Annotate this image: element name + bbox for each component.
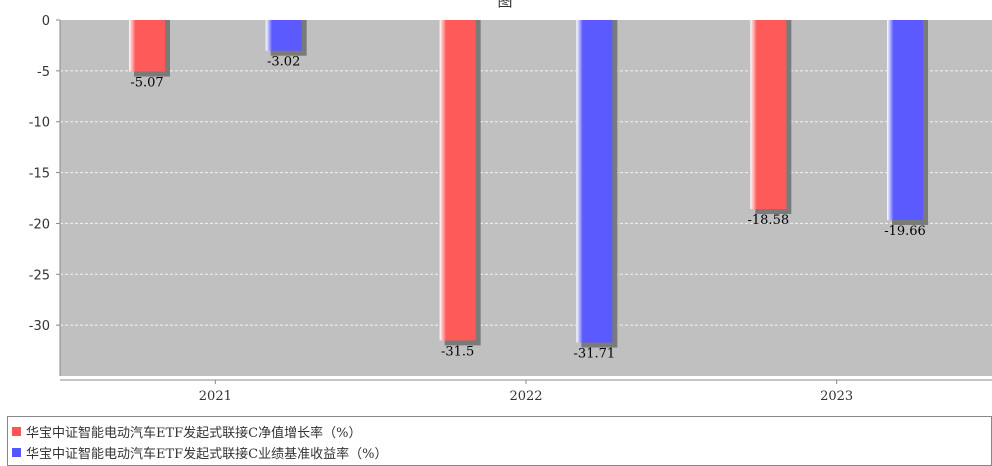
- y-tick-label: -10: [29, 116, 50, 131]
- bar: [265, 20, 302, 51]
- bar-value-label: -3.02: [267, 55, 300, 70]
- y-tick-label: -5: [37, 65, 50, 80]
- bar: [439, 20, 476, 341]
- legend-swatch-red: [12, 426, 21, 436]
- bar-value-label: -19.66: [884, 224, 926, 239]
- bar-value-label: -5.07: [130, 76, 163, 91]
- y-tick-label: 0: [42, 14, 50, 29]
- x-tick-label: 2023: [820, 389, 853, 404]
- legend-label: 华宝中证智能电动汽车ETF发起式联接C业绩基准收益率（%）: [26, 446, 388, 462]
- grid-lines: [60, 70, 992, 326]
- x-tick-label: 2021: [199, 389, 232, 404]
- x-tick-label: 2022: [509, 389, 542, 404]
- chart-title: 图: [497, 0, 512, 10]
- bars: -5.07 -3.02 -31.5 -31.71 -18.58 -19.66: [128, 20, 929, 362]
- bar-value-label: -18.58: [748, 213, 790, 228]
- y-tick-label: -15: [29, 167, 50, 182]
- bar-value-label: -31.71: [574, 347, 616, 362]
- bar: [128, 20, 165, 72]
- y-tick-label: -25: [29, 268, 50, 283]
- y-tick-label: -20: [29, 217, 50, 232]
- legend-item-benchmark: 华宝中证智能电动汽车ETF发起式联接C业绩基准收益率（%）: [12, 442, 387, 462]
- bar-value-label: -31.5: [441, 344, 474, 359]
- axes: 0 -5 -10 -15 -20 -25 -30 2021 2022 2023: [29, 14, 992, 404]
- y-tick-label: -30: [29, 319, 50, 334]
- legend: 华宝中证智能电动汽车ETF发起式联接C净值增长率（%） 华宝中证智能电动汽车ET…: [7, 416, 992, 466]
- bar: [576, 20, 613, 343]
- bar: [887, 20, 924, 220]
- legend-item-nav-growth: 华宝中证智能电动汽车ETF发起式联接C净值增长率（%）: [12, 421, 361, 441]
- bar: [750, 20, 787, 209]
- legend-swatch-blue: [12, 447, 21, 457]
- plot-area: [60, 20, 992, 376]
- legend-label: 华宝中证智能电动汽车ETF发起式联接C净值增长率（%）: [26, 425, 362, 441]
